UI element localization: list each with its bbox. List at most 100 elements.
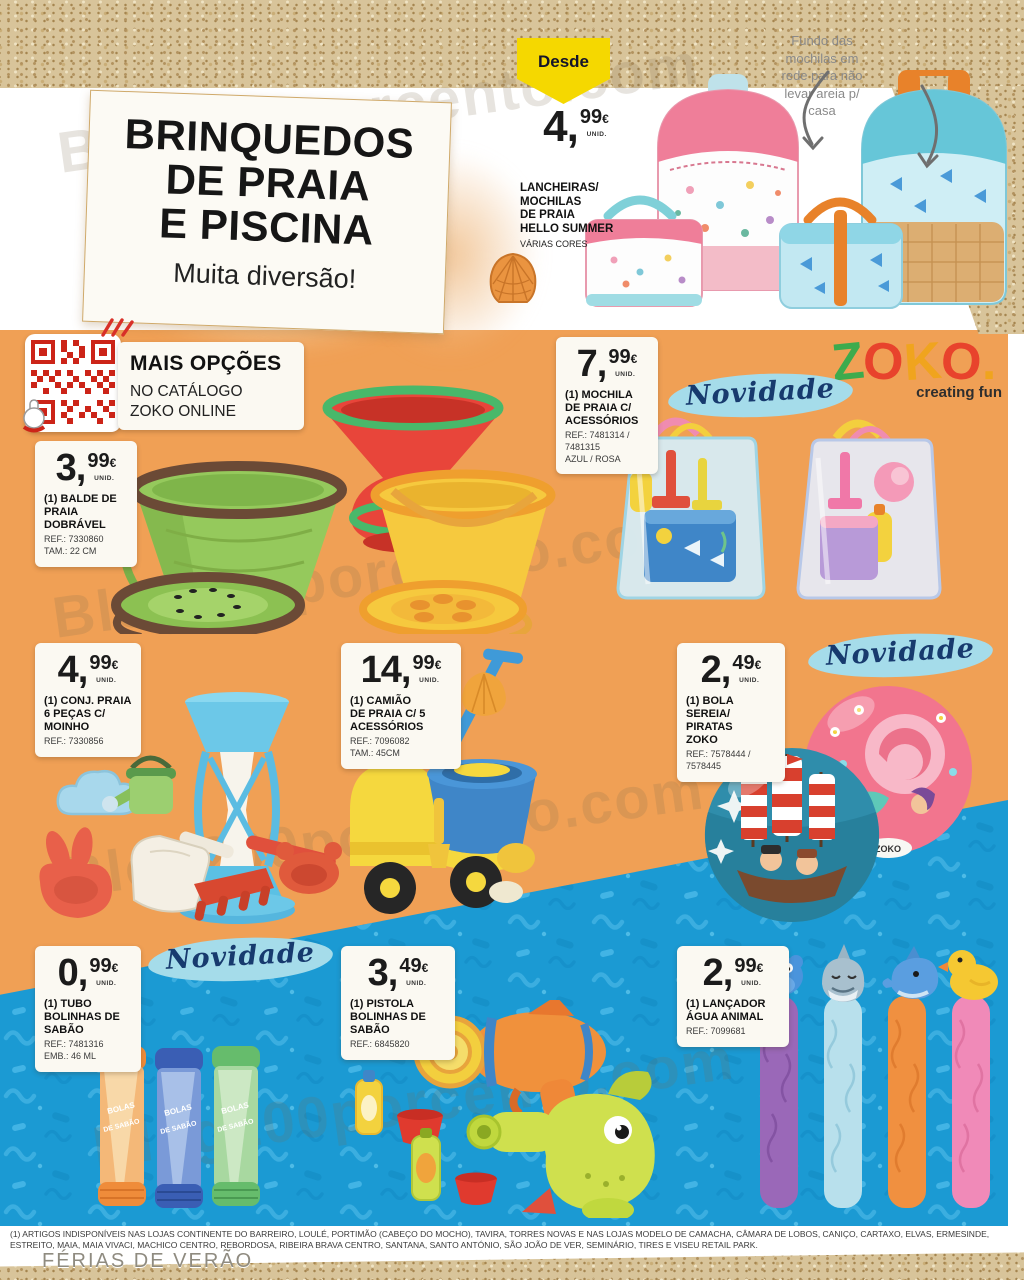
zoko-letter: . xyxy=(981,333,997,391)
rake xyxy=(194,835,336,921)
price-int: 2, xyxy=(700,649,732,691)
price-unit: UNID. xyxy=(615,371,636,378)
options-subheading: NO CATÁLOGO ZOKO ONLINE xyxy=(130,383,243,421)
zoko-letter: O xyxy=(938,331,985,393)
zoko-letter: O xyxy=(861,331,906,393)
zoko-letter: K xyxy=(901,331,944,393)
price-unit: UNID. xyxy=(94,475,115,482)
price-cents: 99 xyxy=(87,450,110,472)
sand-set-illustration xyxy=(39,692,342,924)
options-heading: MAIS OPÇÕES xyxy=(130,352,282,375)
product-ref: REF.: 6845820 xyxy=(350,1039,410,1050)
price-currency: € xyxy=(109,456,117,470)
buckets-illustration xyxy=(111,385,556,634)
hero-price-cents: 99 xyxy=(579,106,603,128)
product-name: (1) LANÇADOR ÁGUA ANIMAL xyxy=(686,998,766,1024)
red-cap xyxy=(455,1172,497,1205)
price-currency: € xyxy=(434,658,442,672)
ball-brand-label: ZOKO xyxy=(875,844,901,854)
page-title: BRINQUEDOS DE PRAIA E PISCINA xyxy=(123,110,416,254)
qr-code[interactable] xyxy=(31,340,115,424)
product-ref: REF.: 7481316 EMB.: 46 ML xyxy=(44,1039,104,1061)
price-int: 14, xyxy=(360,649,412,691)
hero-price-int: 4, xyxy=(543,102,579,151)
bubble-tubes-illustration: BOLAS DE SABÃO BOLAS DE SABÃO BOLAS DE S… xyxy=(98,1046,260,1208)
product-card: 3, 49€ UNID. (1) PISTOLA BOLINHAS DE SABÃO… xyxy=(341,946,455,1060)
small-bubble-bottle-yellow xyxy=(355,1070,383,1135)
price-currency: € xyxy=(421,961,429,975)
novidade-label: Novidade xyxy=(825,633,976,672)
product-ref: REF.: 7578444 / 7578445 xyxy=(686,749,751,771)
product-ref: REF.: 7481314 / 7481315 AZUL / ROSA xyxy=(565,430,630,464)
hero-price-currency: € xyxy=(602,112,609,126)
watering-can xyxy=(102,755,176,814)
shovel xyxy=(130,831,234,913)
blue-lunch-bag xyxy=(779,197,903,309)
zoko-tagline: creating fun xyxy=(916,384,1002,401)
sail xyxy=(809,774,835,840)
flat-green-bucket xyxy=(111,572,305,634)
price-cents: 99 xyxy=(89,652,112,674)
price-currency: € xyxy=(754,658,762,672)
flat-yellow-bucket xyxy=(359,580,532,634)
pvc-pack-pink xyxy=(796,419,942,600)
page-subtitle: Muita diversão! xyxy=(172,258,357,295)
yellow-mold xyxy=(497,843,535,873)
bubble-tube-orange: BOLAS DE SABÃO xyxy=(98,1046,146,1206)
product-card: 4, 99€ UNID. (1) CONJ. PRAIA 6 PEÇAS C/ MO… xyxy=(35,643,141,757)
product-card: 2, 49€ UNID. (1) BOLA SEREIA/ PIRATAS ZOKO… xyxy=(677,643,785,782)
price-unit: UNID. xyxy=(739,677,760,684)
price-unit: UNID. xyxy=(96,980,117,987)
price-cents: 49 xyxy=(399,955,422,977)
price-int: 2, xyxy=(702,952,734,994)
pale-mold xyxy=(489,881,523,903)
price-currency: € xyxy=(630,352,638,366)
price-int: 4, xyxy=(57,649,89,691)
price-unit: UNID. xyxy=(741,980,762,987)
bubble-dino xyxy=(466,1070,655,1218)
qr-card xyxy=(22,334,121,433)
price-cents: 99 xyxy=(412,652,435,674)
mini-shovel xyxy=(428,798,450,868)
product-name: (1) BALDE DE PRAIA DOBRÁVEL xyxy=(44,493,117,532)
launcher-dolphin xyxy=(882,946,939,1208)
title-card: BRINQUEDOS DE PRAIA E PISCINA Muita dive… xyxy=(82,89,452,335)
price-unit: UNID. xyxy=(96,677,117,684)
bubble-tube-green: BOLAS DE SABÃO xyxy=(212,1046,260,1206)
product-card: 0, 99€ UNID. (1) TUBO BOLINHAS DE SABÃO RE… xyxy=(35,946,141,1072)
hand-cursor-icon xyxy=(22,399,46,433)
hero-backpacks-illustration xyxy=(585,70,1007,309)
novidade-label: Novidade xyxy=(165,937,316,976)
water-launchers-illustration xyxy=(755,944,998,1208)
campaign-label: FÉRIAS DE VERÃO xyxy=(42,1250,254,1272)
bubble-gun-illustration xyxy=(355,1000,655,1218)
product-name: (1) MOCHILA DE PRAIA C/ ACESSÓRIOS xyxy=(565,389,639,428)
price-int: 7, xyxy=(576,343,608,385)
product-card: 3, 99€ UNID. (1) BALDE DE PRAIA DOBRÁVEL R… xyxy=(35,441,137,567)
price-int: 0, xyxy=(57,952,89,994)
product-card: 14, 99€ UNID. (1) CAMIÃO DE PRAIA C/ 5 ACE… xyxy=(341,643,461,769)
product-ref: REF.: 7096082 TAM.: 45CM xyxy=(350,736,410,758)
product-name: (1) CAMIÃO DE PRAIA C/ 5 ACESSÓRIOS xyxy=(350,695,426,734)
shell-mold-orange xyxy=(462,672,506,716)
hero-product-variant: VÁRIAS CORES xyxy=(520,238,588,249)
product-name: (1) TUBO BOLINHAS DE SABÃO xyxy=(44,998,120,1037)
zoko-logo: ZOKO. creating fun xyxy=(826,331,1002,401)
launcher-duck xyxy=(938,950,998,1208)
sail xyxy=(741,774,767,840)
sand-band-top xyxy=(0,0,1024,88)
price-currency: € xyxy=(111,961,119,975)
crab-mold xyxy=(276,842,342,894)
product-card: 7, 99€ UNID. (1) MOCHILA DE PRAIA C/ ACESS… xyxy=(556,337,658,475)
rabbit-mold xyxy=(39,827,113,918)
price-cents: 99 xyxy=(608,346,631,368)
price-currency: € xyxy=(756,961,764,975)
price-int: 3, xyxy=(55,447,87,489)
bubble-tube-blue: BOLAS DE SABÃO xyxy=(155,1048,203,1208)
product-ref: REF.: 7330860 TAM.: 22 CM xyxy=(44,534,104,556)
footer-strip xyxy=(0,1226,1024,1256)
launcher-shark xyxy=(822,944,865,1208)
hero-product-name-text: LANCHEIRAS/ MOCHILAS DE PRAIA HELLO SUMM… xyxy=(520,181,614,236)
shell-icon xyxy=(489,252,537,303)
